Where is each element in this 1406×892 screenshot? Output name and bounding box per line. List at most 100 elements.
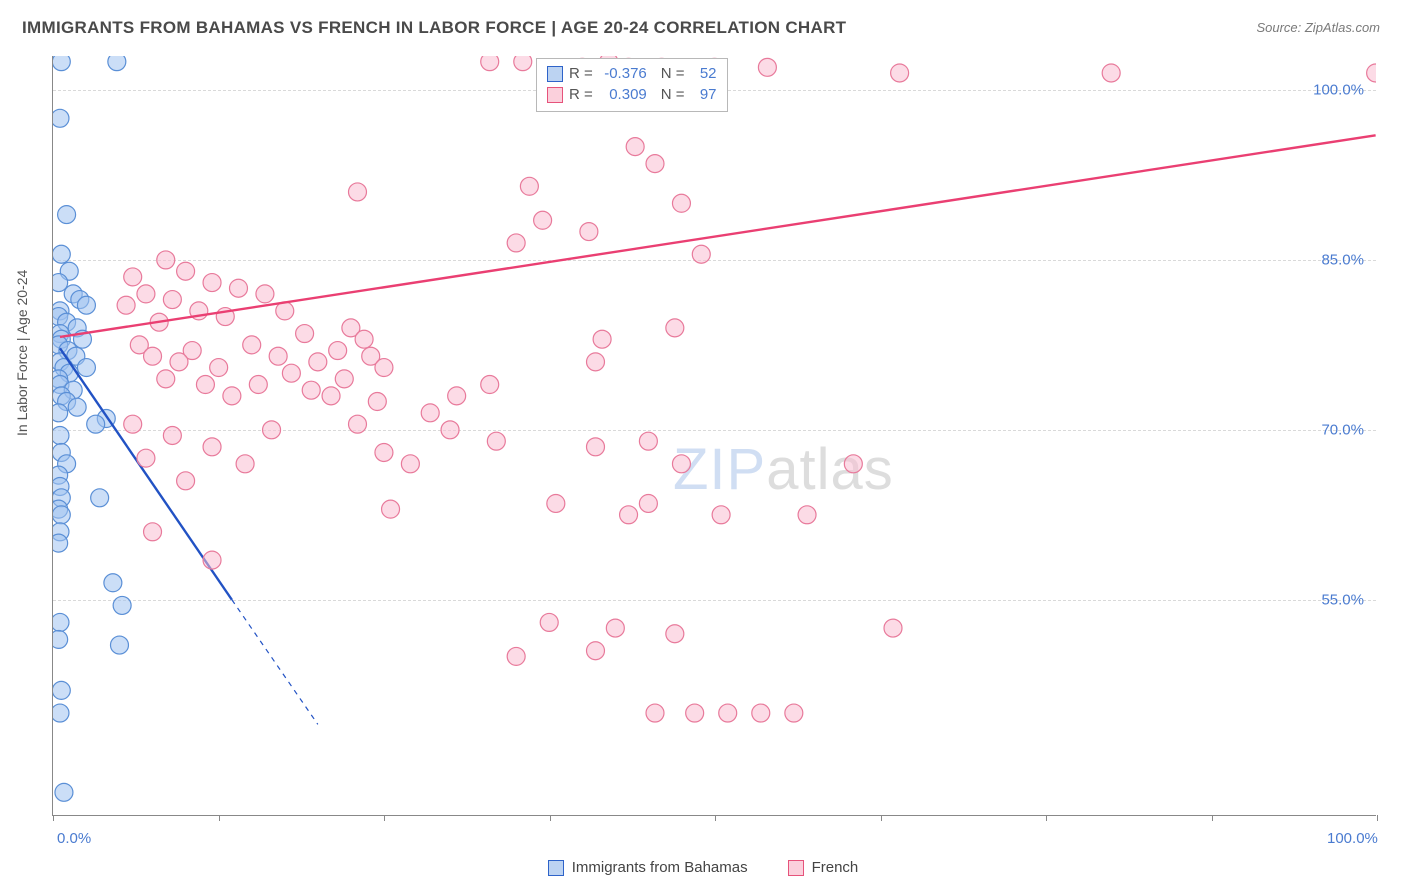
scatter-point-french bbox=[157, 370, 175, 388]
scatter-point-bahamas bbox=[77, 359, 95, 377]
scatter-point-french bbox=[719, 704, 737, 722]
scatter-point-french bbox=[752, 704, 770, 722]
scatter-point-french bbox=[587, 642, 605, 660]
scatter-point-french bbox=[203, 274, 221, 292]
stats-n-value: 97 bbox=[691, 84, 717, 105]
scatter-point-french bbox=[309, 353, 327, 371]
scatter-point-french bbox=[593, 330, 611, 348]
scatter-point-french bbox=[329, 342, 347, 360]
legend-label: French bbox=[812, 859, 859, 876]
scatter-point-french bbox=[547, 494, 565, 512]
scatter-point-french bbox=[712, 506, 730, 524]
scatter-point-french bbox=[758, 58, 776, 76]
scatter-point-bahamas bbox=[108, 56, 126, 71]
scatter-point-french bbox=[580, 223, 598, 241]
scatter-point-french bbox=[672, 455, 690, 473]
scatter-point-french bbox=[157, 251, 175, 269]
scatter-point-french bbox=[163, 291, 181, 309]
scatter-point-french bbox=[124, 268, 142, 286]
scatter-point-french bbox=[1367, 64, 1376, 82]
scatter-point-french bbox=[487, 432, 505, 450]
scatter-point-french bbox=[421, 404, 439, 422]
scatter-svg bbox=[53, 56, 1376, 815]
scatter-point-bahamas bbox=[53, 404, 68, 422]
bottom-legend: Immigrants from Bahamas French bbox=[0, 859, 1406, 876]
scatter-point-french bbox=[1102, 64, 1120, 82]
scatter-point-french bbox=[203, 438, 221, 456]
scatter-point-french bbox=[249, 376, 267, 394]
stats-swatch bbox=[547, 66, 563, 82]
scatter-point-french bbox=[177, 262, 195, 280]
x-tick bbox=[715, 815, 716, 821]
x-tick bbox=[53, 815, 54, 821]
scatter-point-bahamas bbox=[53, 704, 69, 722]
scatter-point-french bbox=[606, 619, 624, 637]
scatter-point-french bbox=[844, 455, 862, 473]
scatter-point-bahamas bbox=[53, 427, 69, 445]
scatter-point-french bbox=[798, 506, 816, 524]
stats-row: R =-0.376N =52 bbox=[547, 63, 717, 84]
scatter-point-french bbox=[639, 432, 657, 450]
scatter-point-bahamas bbox=[87, 415, 105, 433]
scatter-point-french bbox=[587, 353, 605, 371]
scatter-point-french bbox=[666, 319, 684, 337]
scatter-point-french bbox=[507, 234, 525, 252]
scatter-point-french bbox=[785, 704, 803, 722]
chart-container: IMMIGRANTS FROM BAHAMAS VS FRENCH IN LAB… bbox=[0, 0, 1406, 892]
scatter-point-french bbox=[256, 285, 274, 303]
scatter-point-bahamas bbox=[53, 534, 68, 552]
scatter-point-french bbox=[355, 330, 373, 348]
stats-swatch bbox=[547, 87, 563, 103]
x-tick bbox=[1212, 815, 1213, 821]
legend-swatch bbox=[548, 860, 564, 876]
scatter-point-bahamas bbox=[55, 783, 73, 801]
stats-r-value: -0.376 bbox=[599, 63, 647, 84]
scatter-point-french bbox=[520, 177, 538, 195]
scatter-point-french bbox=[170, 353, 188, 371]
scatter-point-bahamas bbox=[104, 574, 122, 592]
x-tick-label: 100.0% bbox=[1327, 830, 1378, 847]
scatter-point-french bbox=[639, 494, 657, 512]
trendline-dash-bahamas bbox=[232, 600, 318, 725]
scatter-point-french bbox=[144, 347, 162, 365]
stats-n-label: N = bbox=[661, 84, 685, 105]
scatter-point-french bbox=[884, 619, 902, 637]
scatter-point-french bbox=[223, 387, 241, 405]
scatter-point-french bbox=[117, 296, 135, 314]
scatter-point-french bbox=[587, 438, 605, 456]
x-tick bbox=[384, 815, 385, 821]
scatter-point-french bbox=[196, 376, 214, 394]
stats-n-value: 52 bbox=[691, 63, 717, 84]
scatter-point-french bbox=[692, 245, 710, 263]
scatter-point-french bbox=[210, 359, 228, 377]
scatter-point-french bbox=[269, 347, 287, 365]
scatter-point-french bbox=[124, 415, 142, 433]
stats-r-label: R = bbox=[569, 84, 593, 105]
scatter-point-french bbox=[448, 387, 466, 405]
correlation-stats-box: R =-0.376N =52R =0.309N =97 bbox=[536, 58, 728, 112]
scatter-point-french bbox=[646, 155, 664, 173]
scatter-point-french bbox=[672, 194, 690, 212]
scatter-point-french bbox=[335, 370, 353, 388]
scatter-point-french bbox=[349, 183, 367, 201]
scatter-point-french bbox=[137, 449, 155, 467]
scatter-point-french bbox=[441, 421, 459, 439]
scatter-point-french bbox=[514, 56, 532, 71]
scatter-point-bahamas bbox=[110, 636, 128, 654]
legend-label: Immigrants from Bahamas bbox=[572, 859, 748, 876]
scatter-point-bahamas bbox=[77, 296, 95, 314]
stats-n-label: N = bbox=[661, 63, 685, 84]
scatter-point-french bbox=[375, 359, 393, 377]
scatter-point-french bbox=[368, 393, 386, 411]
scatter-point-french bbox=[263, 421, 281, 439]
scatter-point-french bbox=[401, 455, 419, 473]
scatter-point-bahamas bbox=[53, 506, 70, 524]
scatter-point-bahamas bbox=[53, 630, 68, 648]
x-tick bbox=[219, 815, 220, 821]
scatter-point-french bbox=[382, 500, 400, 518]
scatter-point-bahamas bbox=[53, 109, 69, 127]
scatter-point-french bbox=[666, 625, 684, 643]
scatter-point-french bbox=[540, 613, 558, 631]
x-tick bbox=[1377, 815, 1378, 821]
scatter-point-french bbox=[302, 381, 320, 399]
